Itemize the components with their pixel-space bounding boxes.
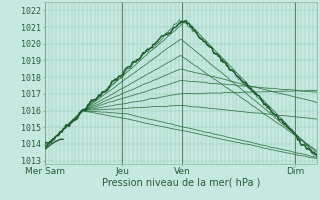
X-axis label: Pression niveau de la mer( hPa ): Pression niveau de la mer( hPa ) xyxy=(102,178,260,188)
